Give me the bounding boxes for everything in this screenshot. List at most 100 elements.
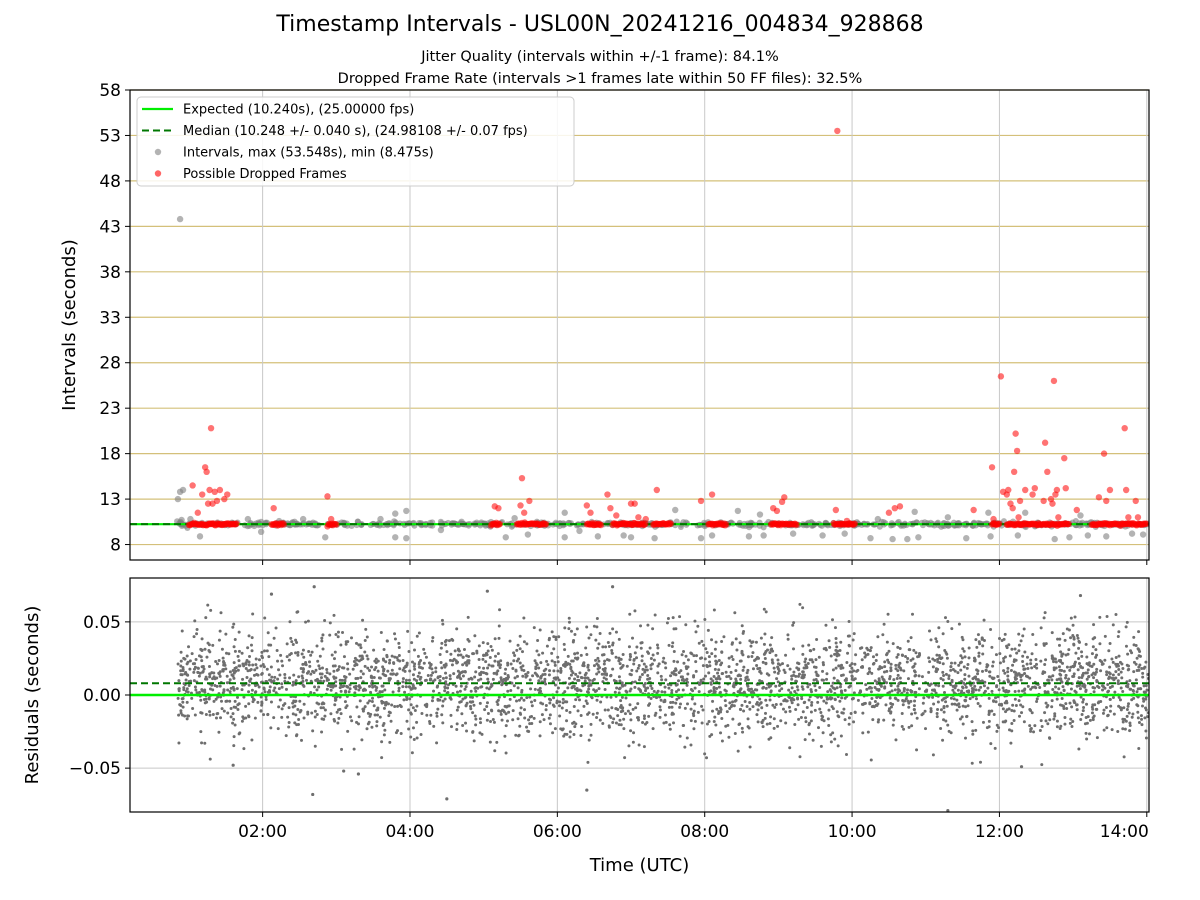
residual-point [1006, 670, 1010, 674]
residual-point [649, 656, 653, 660]
residual-point [214, 697, 218, 701]
residual-point [1084, 731, 1088, 735]
residual-point [1017, 714, 1021, 718]
residual-point [787, 688, 791, 692]
residual-point [783, 670, 787, 674]
interval-point [1077, 512, 1084, 519]
residual-point [487, 687, 491, 691]
residual-point [511, 709, 515, 713]
residual-point [700, 656, 704, 660]
residual-point [792, 670, 796, 674]
residual-point [869, 646, 873, 650]
residual-point [934, 637, 938, 641]
residual-point [777, 669, 781, 673]
residual-point [962, 665, 966, 669]
residual-point [890, 689, 894, 693]
residual-point [585, 676, 589, 680]
residual-point [240, 688, 244, 692]
residual-point [1126, 704, 1130, 708]
residual-point [506, 661, 510, 665]
residual-point [1141, 697, 1145, 701]
residual-point [815, 673, 819, 677]
residual-point [203, 741, 207, 745]
residual-point [477, 666, 481, 670]
residual-point [835, 654, 839, 658]
residual-point [674, 690, 678, 694]
interval-point [244, 515, 252, 523]
residual-point [473, 675, 477, 679]
residual-point [1095, 653, 1099, 657]
residual-point [709, 689, 713, 693]
residual-point [807, 723, 811, 727]
residual-point [931, 695, 935, 699]
residual-point [612, 717, 616, 721]
residual-point [848, 664, 852, 668]
residual-point [274, 626, 278, 630]
residual-point [892, 718, 896, 722]
residual-point [865, 646, 869, 650]
dropped-frame-point [1016, 497, 1024, 505]
residual-point [375, 713, 379, 717]
residual-point [904, 697, 908, 701]
residual-point [1059, 679, 1063, 683]
residual-point [269, 700, 273, 704]
residual-point [203, 701, 207, 705]
residual-point [383, 728, 387, 732]
residual-point [786, 633, 790, 637]
residual-point [552, 669, 556, 673]
residual-point [228, 670, 232, 674]
residual-point [266, 712, 270, 716]
residual-point [1137, 747, 1141, 751]
residual-point [1063, 638, 1067, 642]
residual-point [210, 671, 214, 675]
residual-point [610, 648, 614, 652]
residual-point [867, 667, 871, 671]
residual-point [231, 721, 235, 725]
residual-point [344, 642, 348, 646]
residual-point [834, 636, 838, 640]
residual-point [319, 676, 323, 680]
y-axis-label: Residuals (seconds) [22, 606, 43, 785]
residual-point [705, 722, 709, 726]
residual-point [1043, 670, 1047, 674]
dropped-frame-point [207, 424, 215, 432]
residual-point [727, 665, 731, 669]
residual-point [475, 651, 479, 655]
residual-point [781, 662, 785, 666]
residual-point [343, 678, 347, 682]
residual-point [906, 639, 910, 643]
residual-point [847, 716, 851, 720]
residual-point [577, 698, 581, 702]
legend-label: Intervals, max (53.548s), min (8.475s) [183, 146, 434, 161]
residual-point [686, 702, 690, 706]
x-tick-label: 08:00 [680, 822, 729, 842]
residual-point [445, 797, 449, 801]
residual-point [871, 704, 875, 708]
residual-point [906, 657, 910, 661]
residual-point [809, 688, 813, 692]
residual-point [426, 674, 430, 678]
residual-point [1105, 614, 1109, 618]
residual-point [693, 719, 697, 723]
residual-point [280, 707, 284, 711]
residual-point [1143, 690, 1147, 694]
residual-point [678, 734, 682, 738]
residual-point [455, 727, 459, 731]
residual-point [659, 698, 663, 702]
residual-point [742, 709, 746, 713]
residual-point [556, 686, 560, 690]
residual-point [363, 638, 367, 642]
residual-point [296, 651, 300, 655]
residual-point [477, 644, 481, 648]
residual-point [526, 670, 530, 674]
residual-point [909, 636, 913, 640]
residual-point [740, 703, 744, 707]
residual-point [184, 671, 188, 675]
residual-point [991, 660, 995, 664]
residual-point [1088, 718, 1092, 722]
residual-point [967, 646, 971, 650]
residual-point [373, 668, 377, 672]
residual-point [667, 643, 671, 647]
residual-point [697, 690, 701, 694]
residual-point [713, 654, 717, 658]
